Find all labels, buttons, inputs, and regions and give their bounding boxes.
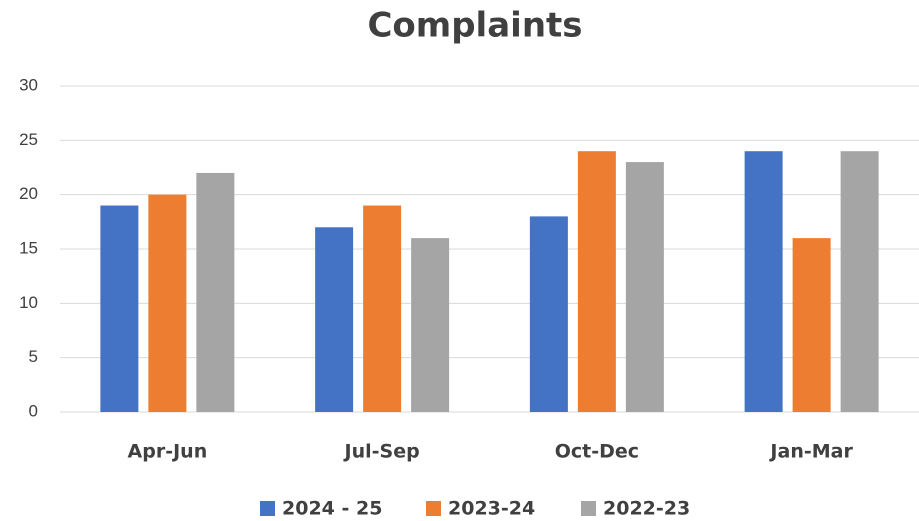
bar xyxy=(529,216,568,412)
x-tick-label: Apr-Jun xyxy=(128,441,208,463)
y-tick-label: 10 xyxy=(19,293,38,312)
bar xyxy=(315,227,354,412)
legend-swatch xyxy=(426,501,441,516)
legend-swatch xyxy=(260,501,275,516)
chart-title: Complaints xyxy=(367,6,582,46)
x-tick-label: Oct-Dec xyxy=(555,441,639,463)
legend-swatch xyxy=(581,501,596,516)
y-tick-label: 15 xyxy=(19,238,38,257)
bar xyxy=(411,238,450,412)
bar xyxy=(840,151,879,412)
y-tick-label: 5 xyxy=(29,347,38,366)
legend-label: 2023-24 xyxy=(448,498,535,520)
bar xyxy=(363,205,402,412)
y-tick-label: 25 xyxy=(19,130,38,149)
y-tick-label: 30 xyxy=(19,75,38,94)
legend-label: 2022-23 xyxy=(603,498,690,520)
bar xyxy=(577,151,616,412)
legend-label: 2024 - 25 xyxy=(282,498,382,520)
bar xyxy=(792,238,831,412)
bar xyxy=(100,205,139,412)
y-tick-label: 20 xyxy=(19,184,38,203)
bar xyxy=(148,194,187,412)
x-tick-label: Jul-Sep xyxy=(343,441,420,463)
bar xyxy=(196,172,235,412)
x-tick-label: Jan-Mar xyxy=(768,441,853,463)
bar xyxy=(744,151,783,412)
y-tick-label: 0 xyxy=(29,401,38,420)
bar xyxy=(625,162,664,412)
